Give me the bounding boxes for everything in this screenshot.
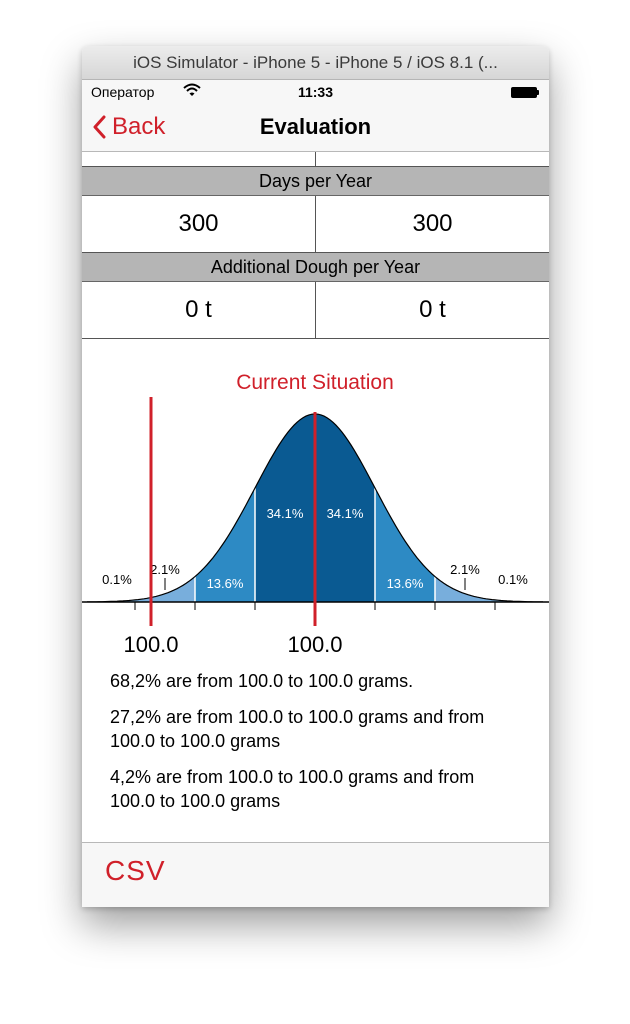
csv-logo-text: CSV (105, 855, 166, 886)
evaluation-scroll-view[interactable]: Days per Year 300 300 Additional Dough p… (82, 152, 549, 842)
section-header-dough: Additional Dough per Year (82, 253, 549, 282)
band-label-2: 13.6% (207, 576, 244, 591)
status-bar: Оператор 11:33 (82, 80, 549, 104)
stats-text: 68,2% are from 100.0 to 100.0 grams. 27,… (82, 669, 549, 813)
band-label-7: 0.1% (498, 572, 528, 587)
band-label-5: 13.6% (387, 576, 424, 591)
window-titlebar: iOS Simulator - iPhone 5 - iPhone 5 / iO… (82, 46, 549, 80)
simulator-window: iOS Simulator - iPhone 5 - iPhone 5 / iO… (82, 46, 549, 907)
table-row-days: 300 300 (82, 196, 549, 253)
bell-curve-chart: Current Situation 0.1% 2.1% 13.6% 34.1% 34.1%… (82, 371, 549, 657)
chevron-left-icon (93, 115, 106, 139)
days-right-value[interactable]: 300 (412, 210, 453, 237)
table-row-dough: 0 t 0 t (82, 282, 549, 339)
band-label-6: 2.1% (450, 562, 480, 577)
battery-icon (511, 87, 539, 98)
days-left-value[interactable]: 300 (82, 196, 316, 252)
band-label-0: 0.1% (102, 572, 132, 587)
dough-right-value[interactable]: 0 t (419, 296, 446, 323)
navigation-bar: Back Evaluation (82, 104, 549, 152)
window-title: iOS Simulator - iPhone 5 - iPhone 5 / iO… (133, 52, 498, 72)
back-button[interactable]: Back (92, 113, 165, 141)
band-label-3: 34.1% (267, 506, 304, 521)
chart-title: Current Situation (236, 371, 394, 394)
band-6 (435, 576, 495, 602)
status-time: 11:33 (297, 84, 334, 100)
stat-68: 68,2% are from 100.0 to 100.0 grams. (110, 671, 414, 691)
back-label: Back (112, 113, 166, 140)
dough-left-value[interactable]: 0 t (82, 282, 316, 338)
values-table: Days per Year 300 300 Additional Dough p… (82, 152, 549, 339)
csv-logo[interactable]: CSV (105, 855, 166, 887)
carrier-label: Оператор (91, 84, 155, 100)
table-row-partial (82, 152, 549, 167)
band-1 (135, 576, 195, 602)
marker-label-left: 100.0 (123, 632, 178, 657)
section-header-days: Days per Year (82, 167, 549, 196)
bottom-toolbar: CSV (82, 842, 549, 907)
band-label-4: 34.1% (327, 506, 364, 521)
wifi-icon (183, 83, 201, 100)
band-label-1: 2.1% (150, 562, 180, 577)
distribution-chart: Current Situation 0.1% 2.1% 13.6% 34.1% 34.1%… (82, 339, 549, 669)
stat-27: 27,2% are from 100.0 to 100.0 grams and … (110, 707, 485, 751)
marker-label-mean: 100.0 (287, 632, 342, 657)
stat-4: 4,2% are from 100.0 to 100.0 grams and f… (110, 767, 475, 811)
page-title: Evaluation (259, 114, 372, 139)
